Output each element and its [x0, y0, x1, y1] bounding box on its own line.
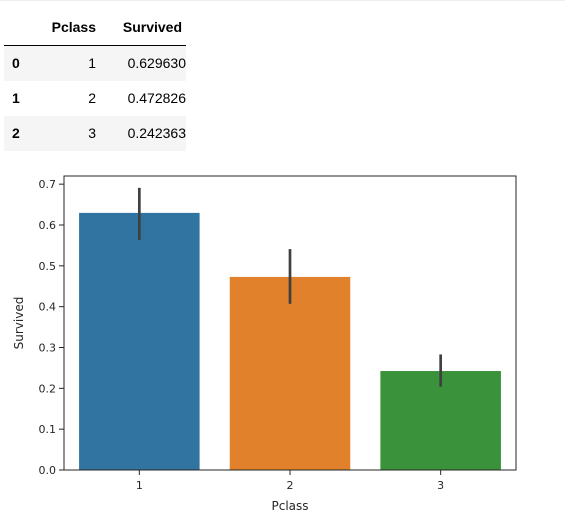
- cell-survived: 0.472826: [127, 90, 186, 106]
- x-axis-label: Pclass: [271, 499, 308, 513]
- x-tick-label: 3: [437, 479, 444, 492]
- cell-pclass: 1: [88, 55, 96, 71]
- bar-pclass-2: [229, 276, 351, 470]
- y-tick-label: 0.5: [39, 260, 57, 273]
- y-tick-label: 0.2: [39, 382, 57, 395]
- cell-survived: 0.629630: [127, 55, 186, 71]
- cell-pclass: 2: [88, 90, 96, 106]
- y-tick-label: 0.1: [39, 423, 57, 436]
- output-top-divider: [0, 0, 565, 1]
- y-axis-label: Survived: [12, 297, 26, 350]
- cell-pclass: 3: [88, 125, 96, 141]
- y-tick-label: 0.3: [39, 342, 57, 355]
- row-index: 0: [12, 55, 20, 71]
- y-tick-label: 0.4: [39, 301, 57, 314]
- row-index: 2: [12, 125, 20, 141]
- row-index: 1: [12, 90, 20, 106]
- y-tick-label: 0.7: [39, 178, 57, 191]
- y-tick-label: 0.0: [39, 464, 57, 477]
- index-header: [4, 10, 40, 46]
- table-row: 1 2 0.472826: [4, 81, 186, 116]
- table-row: 2 3 0.242363: [4, 116, 186, 151]
- x-tick-label: 2: [287, 479, 294, 492]
- table-header-row: Pclass Survived: [4, 10, 186, 46]
- bar-pclass-3: [380, 371, 501, 470]
- cell-survived: 0.242363: [127, 125, 186, 141]
- x-tick-label: 1: [136, 479, 143, 492]
- dataframe-table: Pclass Survived 0 1 0.629630 1 2 0.47282…: [4, 10, 186, 151]
- survival-bar-chart: 0.0 0.1 0.2 0.3 0.4 0.5 0.6 0.7 1 2 3 Pclass Survive…: [12, 175, 517, 513]
- plot-frame: [63, 175, 517, 471]
- bar-pclass-1: [79, 212, 200, 470]
- y-tick-label: 0.6: [39, 219, 57, 232]
- column-header-pclass: Pclass: [40, 10, 96, 46]
- table-row: 0 1 0.629630: [4, 45, 186, 81]
- column-header-survived: Survived: [96, 10, 186, 46]
